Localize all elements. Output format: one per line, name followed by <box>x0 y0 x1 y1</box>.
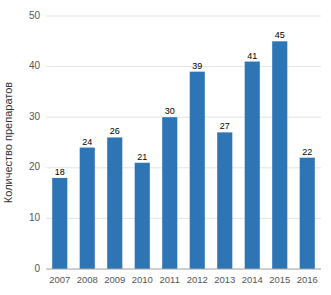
x-tick-label: 2011 <box>160 274 180 285</box>
y-tick-label: 10 <box>29 212 41 223</box>
bar <box>107 137 122 269</box>
data-label: 27 <box>220 121 230 131</box>
grid-line <box>46 269 321 270</box>
grid-line <box>46 16 321 17</box>
y-tick-label: 30 <box>29 111 41 122</box>
bar <box>80 148 95 269</box>
x-tick-label: 2008 <box>77 274 98 285</box>
data-label: 18 <box>55 167 65 177</box>
data-label: 41 <box>247 51 257 61</box>
y-tick-label: 50 <box>29 10 41 21</box>
data-label: 45 <box>275 30 285 40</box>
x-axis: 2007 2008 2009 2010 2011 2012 2013 2014 2015 2016 <box>46 269 321 285</box>
y-tick-label: 20 <box>29 161 41 172</box>
bar <box>52 178 67 269</box>
chart-svg: 0 10 20 30 40 50 Количество препаратов 18 24 26 21… <box>0 0 331 295</box>
bar <box>245 62 260 269</box>
x-tick-label: 2010 <box>132 274 153 285</box>
x-tick-label: 2015 <box>269 274 290 285</box>
chart-container: 0 10 20 30 40 50 Количество препаратов 18 24 26 21… <box>0 0 331 295</box>
bar <box>272 41 287 269</box>
x-tick-label: 2013 <box>214 274 235 285</box>
x-tick-label: 2007 <box>49 274 70 285</box>
bars <box>52 41 315 269</box>
x-tick-label: 2014 <box>242 274 263 285</box>
x-tick-label: 2012 <box>187 274 208 285</box>
data-label: 39 <box>192 61 202 71</box>
bar <box>135 163 150 269</box>
y-tick-label: 40 <box>29 60 41 71</box>
bar <box>217 132 232 269</box>
data-label: 26 <box>110 126 120 136</box>
data-labels: 18 24 26 21 30 39 27 41 45 22 <box>55 30 313 177</box>
bar <box>190 72 205 269</box>
data-label: 24 <box>82 137 92 147</box>
data-label: 21 <box>137 152 147 162</box>
y-tick-label: 0 <box>34 263 40 274</box>
x-tick-label: 2009 <box>104 274 125 285</box>
y-axis: 0 10 20 30 40 50 <box>29 10 321 274</box>
x-tick-label: 2016 <box>297 274 318 285</box>
y-axis-label: Количество препаратов <box>2 82 14 203</box>
x-axis-line <box>46 269 321 270</box>
bar <box>162 117 177 269</box>
data-label: 22 <box>302 147 312 157</box>
bar <box>300 158 315 269</box>
data-label: 30 <box>165 106 175 116</box>
plot-area: 0 10 20 30 40 50 Количество препаратов 18 24 26 21… <box>2 10 321 285</box>
